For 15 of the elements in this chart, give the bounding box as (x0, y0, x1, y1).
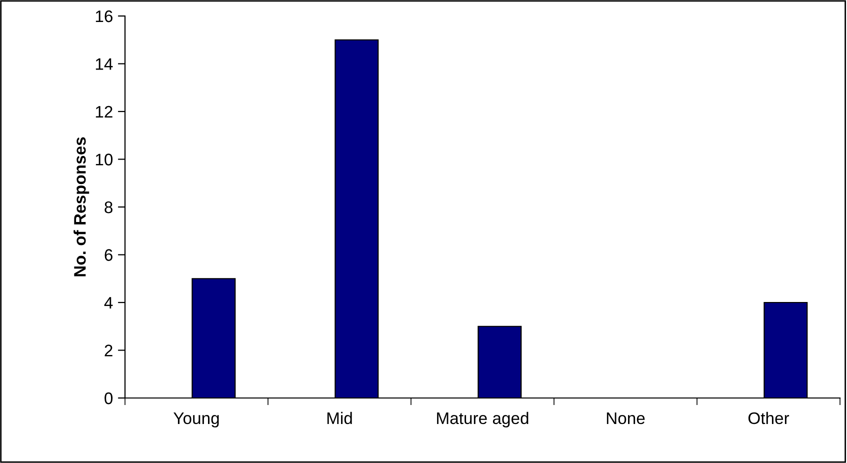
x-tick-label: Young (174, 412, 219, 428)
y-tick-label: 10 (96, 154, 113, 166)
x-tick-label: None (606, 412, 645, 424)
y-tick-label: 0 (104, 392, 113, 404)
y-tick-label: 4 (104, 297, 113, 309)
y-axis-title: No. of Responses (74, 137, 90, 276)
x-tick-label: Other (748, 412, 790, 424)
y-tick-label: 16 (96, 10, 112, 22)
y-tick-label: 12 (96, 106, 112, 118)
y-tick-label: 6 (104, 249, 112, 261)
x-tick-label: Mature aged (437, 412, 528, 428)
x-tick-label: Mid (327, 412, 352, 424)
y-tick-label: 2 (104, 344, 112, 356)
y-tick-label: 14 (96, 58, 113, 70)
y-tick-label: 8 (104, 201, 112, 214)
